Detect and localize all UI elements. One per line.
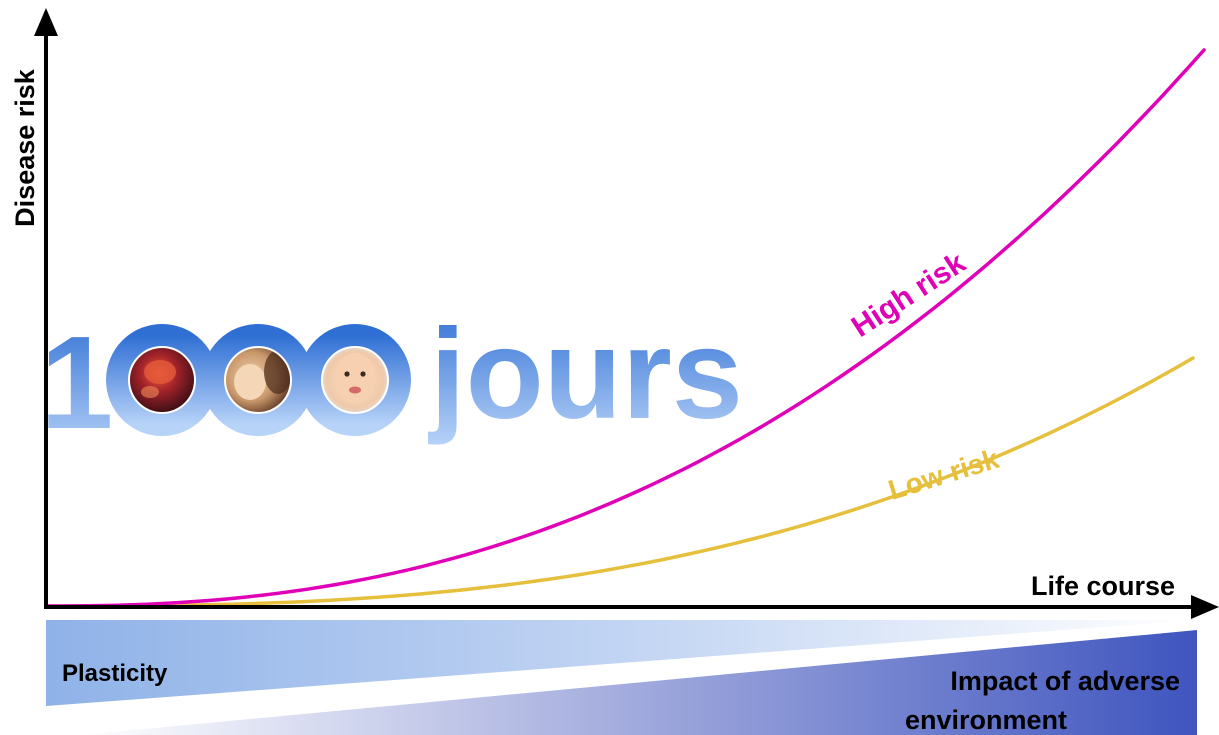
banner-one: 1	[40, 309, 113, 456]
breastfeeding-photo	[226, 348, 290, 412]
low-risk-label: Low risk	[885, 443, 1003, 506]
low-risk-curve	[44, 356, 1195, 608]
x-axis-arrowhead	[1191, 595, 1219, 619]
y-axis-title: Disease risk	[10, 68, 40, 227]
plasticity-wedge	[46, 620, 1197, 706]
adverse-environment-label-line1: Impact of adverse	[950, 666, 1180, 696]
plasticity-label: Plasticity	[62, 660, 168, 687]
baby-photo	[323, 348, 387, 412]
y-axis-arrowhead	[34, 8, 58, 36]
banner-word: jours	[428, 303, 743, 446]
adverse-environment-wedge	[80, 630, 1197, 735]
adverse-environment-label-line2: environment	[905, 705, 1067, 735]
banner-zero-3	[299, 324, 411, 436]
high-risk-curve	[44, 48, 1206, 608]
x-axis-title: Life course	[1031, 571, 1175, 601]
fetus-photo	[130, 348, 194, 412]
